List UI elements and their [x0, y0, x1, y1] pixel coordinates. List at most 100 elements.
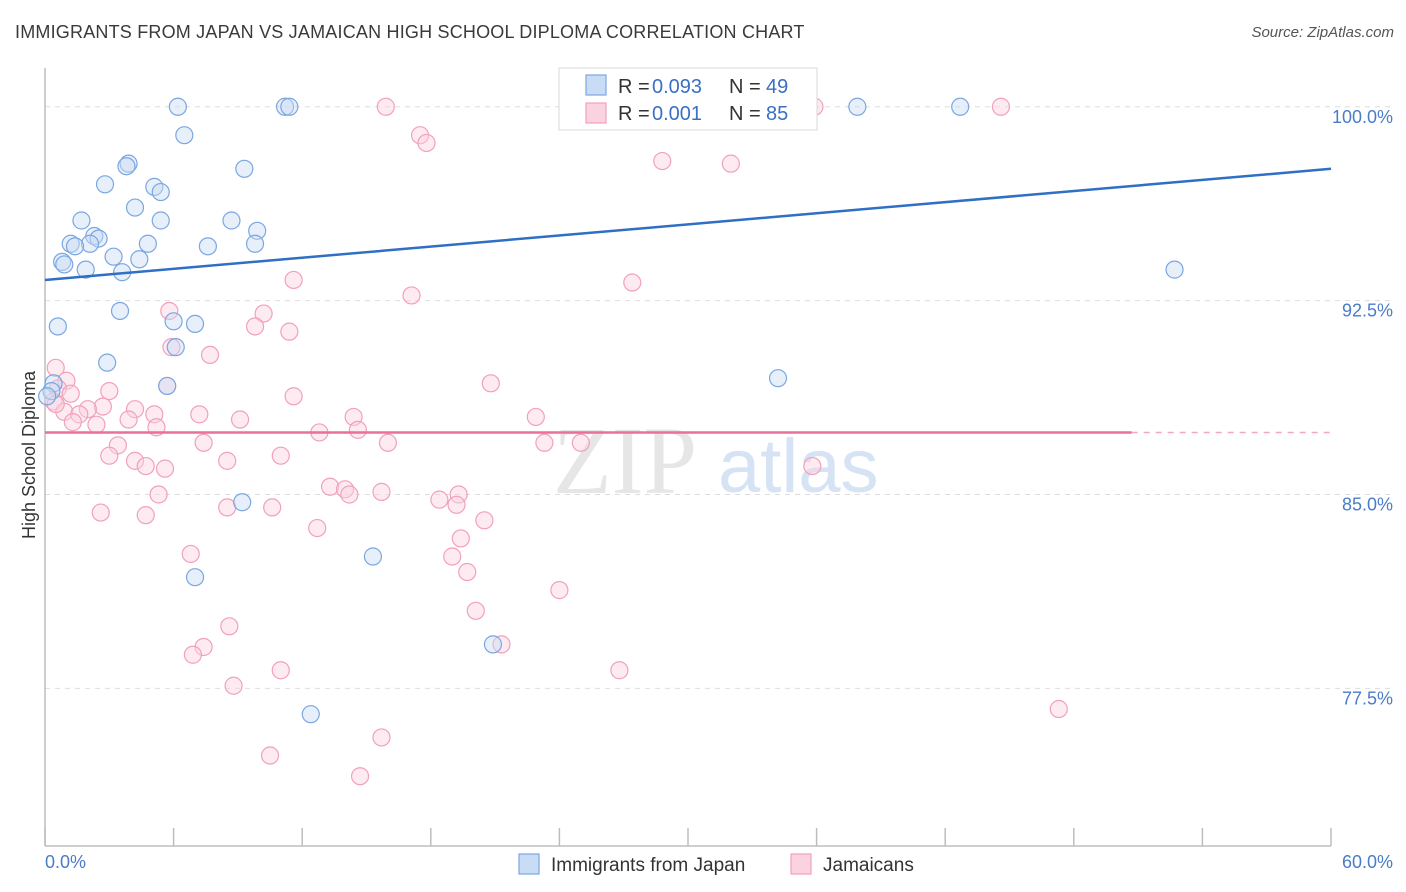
japan-point	[104, 247, 123, 266]
jamaicans-point	[125, 451, 145, 470]
jamaicans-point	[1049, 699, 1068, 719]
jamaicans-point	[87, 415, 106, 434]
jamaicans-point	[61, 384, 80, 403]
jamaicans-point	[571, 433, 590, 452]
legend-r-value-japan: 0.093	[652, 76, 702, 98]
jamaicans-point	[183, 645, 202, 664]
watermark-atlas: atlas	[718, 424, 879, 509]
jamaicans-point	[443, 547, 462, 566]
jamaicans-point	[149, 485, 168, 504]
jamaicans-point	[535, 433, 554, 452]
jamaicans-point	[803, 456, 822, 476]
japan-point	[95, 175, 115, 194]
japan-point	[198, 237, 217, 256]
japan-point	[222, 211, 241, 230]
jamaicans-point	[93, 397, 112, 416]
japan-point	[48, 317, 67, 336]
japan-point	[110, 301, 130, 321]
japan-point	[483, 635, 503, 654]
jamaicans-point	[284, 387, 303, 406]
jamaicans-points	[44, 97, 1068, 786]
japan-point	[151, 182, 170, 202]
jamaicans-point	[340, 485, 359, 504]
legend-n-label-jamaica: N =	[729, 103, 761, 125]
jamaicans-point	[721, 154, 740, 173]
jamaicans-point	[91, 503, 110, 522]
jamaicans-point	[181, 544, 200, 564]
japan-point	[98, 353, 117, 372]
japan-point	[55, 255, 74, 274]
jamaicans-point	[218, 451, 237, 470]
jamaicans-point	[280, 322, 299, 341]
jamaicans-point	[155, 459, 175, 478]
y-axis-label: High School Diploma	[19, 370, 39, 539]
stats-legend: R = 0.093 N = 49 R = 0.001 N = 85	[558, 67, 818, 131]
jamaicans-point	[78, 400, 97, 419]
jamaicans-point	[991, 97, 1011, 116]
japan-point	[125, 198, 145, 217]
jamaicans-point	[475, 511, 494, 530]
jamaicans-point	[372, 728, 391, 747]
japan-point	[117, 157, 136, 176]
jamaicans-point	[348, 420, 368, 439]
japan-point	[76, 260, 95, 279]
japan-point	[72, 211, 91, 230]
jamaicans-point	[430, 490, 449, 509]
jamaicans-point	[200, 345, 220, 365]
jamaicans-point	[378, 433, 398, 452]
japan-point	[38, 387, 57, 406]
y-tick-labels: 77.5% 85.0% 92.5% 100.0%	[1332, 107, 1393, 709]
japan-point	[164, 312, 183, 331]
japan-point	[168, 97, 187, 116]
jamaicans-point	[136, 456, 155, 476]
series-legend: Immigrants from Japan Jamaicans	[518, 853, 914, 876]
japan-point	[363, 547, 383, 566]
jamaicans-point	[372, 482, 391, 501]
jamaicans-point	[447, 495, 466, 514]
japan-point	[185, 314, 205, 333]
jamaicans-point	[119, 410, 138, 429]
jamaicans-point	[100, 381, 119, 401]
japan-point	[245, 234, 265, 253]
jamaicans-point	[245, 317, 265, 336]
japan-point	[768, 369, 788, 388]
jamaicans-point	[271, 446, 290, 465]
y-tick-label: 77.5%	[1342, 688, 1393, 708]
jamaicans-point	[190, 405, 209, 424]
y-tick-label: 100.0%	[1332, 107, 1393, 127]
source-label: Source: ZipAtlas.com	[1251, 24, 1394, 41]
jamaicans-point	[254, 304, 273, 323]
jamaicans-point	[466, 601, 485, 620]
japan-point	[158, 376, 177, 396]
chart-title: IMMIGRANTS FROM JAPAN VS JAMAICAN HIGH S…	[15, 22, 805, 42]
jamaicans-point	[610, 661, 629, 680]
jamaicans-point	[623, 273, 642, 292]
japan-point	[89, 229, 108, 248]
japan-point	[65, 237, 85, 256]
jamaicans-point	[100, 446, 119, 465]
jamaicans-point	[136, 506, 155, 525]
legend-n-label-japan: N =	[729, 76, 761, 98]
jamaicans-point	[260, 746, 280, 765]
series-legend-label-jamaica: Jamaicans	[823, 855, 914, 876]
jamaicans-point	[263, 498, 282, 517]
legend-r-label-japan: R =	[618, 76, 650, 98]
japan-point	[848, 97, 867, 116]
trend-lines	[44, 167, 1332, 434]
japan-point	[151, 211, 170, 230]
japan-point	[138, 234, 157, 253]
japan-point	[280, 97, 299, 116]
jamaicans-point	[308, 518, 327, 538]
series-legend-swatch-japan	[518, 853, 540, 875]
japan-point	[951, 97, 970, 116]
watermark-zip: ZIP	[553, 407, 697, 514]
japan-point	[166, 338, 185, 357]
japan-point	[233, 493, 252, 512]
jamaicans-point	[160, 301, 179, 321]
y-tick-label: 85.0%	[1342, 494, 1393, 514]
x-ticks	[44, 828, 1332, 846]
jamaicans-point	[320, 477, 340, 496]
y-tick-label: 92.5%	[1342, 301, 1393, 321]
jamaicans-point	[526, 407, 545, 427]
